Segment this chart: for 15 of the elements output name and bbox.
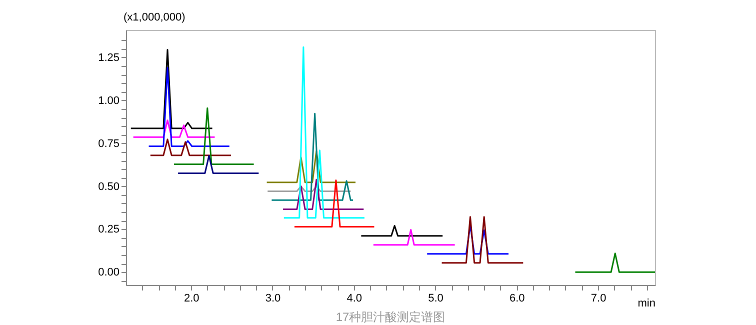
y-axis-title: (x1,000,000): [124, 12, 186, 24]
y-tick-label: 0.00: [98, 266, 120, 279]
x-tick-label: 5.0: [428, 292, 444, 304]
x-axis-title: min: [638, 298, 656, 310]
y-tick-label: 1.25: [98, 52, 120, 64]
x-tick-label: 6.0: [510, 292, 525, 304]
text: 17种胆汁酸测定谱图: [336, 310, 446, 324]
y-tick-label: 0.25: [98, 224, 120, 236]
x-tick-label: 3.0: [265, 292, 281, 304]
y-tick-label: 0.50: [98, 180, 120, 193]
y-tick-label: 0.75: [98, 138, 120, 150]
x-tick-label: 7.0: [590, 292, 606, 304]
x-tick-label: 4.0: [346, 292, 362, 304]
y-tick-label: 1.00: [98, 94, 120, 107]
x-tick-label: 2.0: [184, 292, 200, 304]
